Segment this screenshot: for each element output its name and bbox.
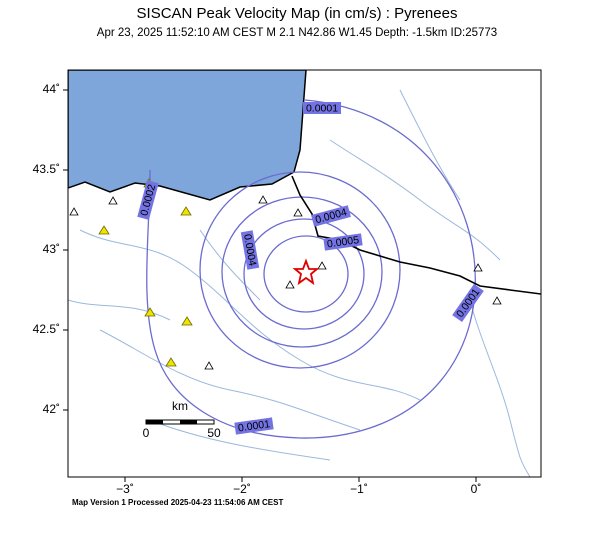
contour-label: 0.0004 xyxy=(240,230,260,270)
rivers xyxy=(68,89,531,477)
lat-tick-label: 44˚ xyxy=(43,82,60,96)
contour-label-text: 0.0005 xyxy=(326,234,360,250)
lon-tick-label: −1˚ xyxy=(350,482,368,496)
contour-label-box xyxy=(240,230,260,270)
contour-label: 0.0001 xyxy=(234,417,274,435)
contour-label-text: 0.0001 xyxy=(306,102,338,114)
contour-label-box xyxy=(303,102,341,114)
title: SISCAN Peak Velocity Map (in cm/s) : Pyr… xyxy=(137,5,458,22)
scale-start: 0 xyxy=(143,426,150,440)
lat-tick-label: 42˚ xyxy=(43,402,60,416)
scale-end: 50 xyxy=(207,426,221,440)
epicenter xyxy=(292,258,320,286)
lat-tick-label: 43˚ xyxy=(43,242,60,256)
axis: −3˚ −2˚ −1˚ 0˚ 44˚ 43.5˚ 43˚ 42.5˚ 42˚ xyxy=(33,82,482,496)
contour-label-text: 0.0004 xyxy=(241,233,258,267)
contour-label-text: 0.0001 xyxy=(237,418,271,434)
lon-tick-label: −2˚ xyxy=(233,482,251,496)
contour-label-box xyxy=(234,417,274,435)
contour-label-box xyxy=(311,205,351,227)
footer: Map Version 1 Processed 2025-04-23 11:54… xyxy=(72,498,283,507)
scale-unit: km xyxy=(172,399,188,413)
subtitle: Apr 23, 2025 11:52:10 AM CEST M 2.1 N42.… xyxy=(97,27,497,39)
lon-tick-label: −3˚ xyxy=(116,482,134,496)
lat-tick-label: 43.5˚ xyxy=(33,162,60,176)
scale-bar: km 0 50 xyxy=(143,399,221,440)
contour-label-box xyxy=(452,283,484,323)
contour-label-box xyxy=(137,180,159,220)
sea xyxy=(68,70,307,201)
contour-label: 0.0005 xyxy=(323,233,363,251)
border xyxy=(291,175,541,295)
contour-label: 0.0001 xyxy=(303,102,341,114)
lat-tick-label: 42.5˚ xyxy=(33,322,60,336)
contour-label-box xyxy=(323,233,363,251)
frame xyxy=(67,69,542,478)
lon-tick-label: 0˚ xyxy=(471,482,482,496)
